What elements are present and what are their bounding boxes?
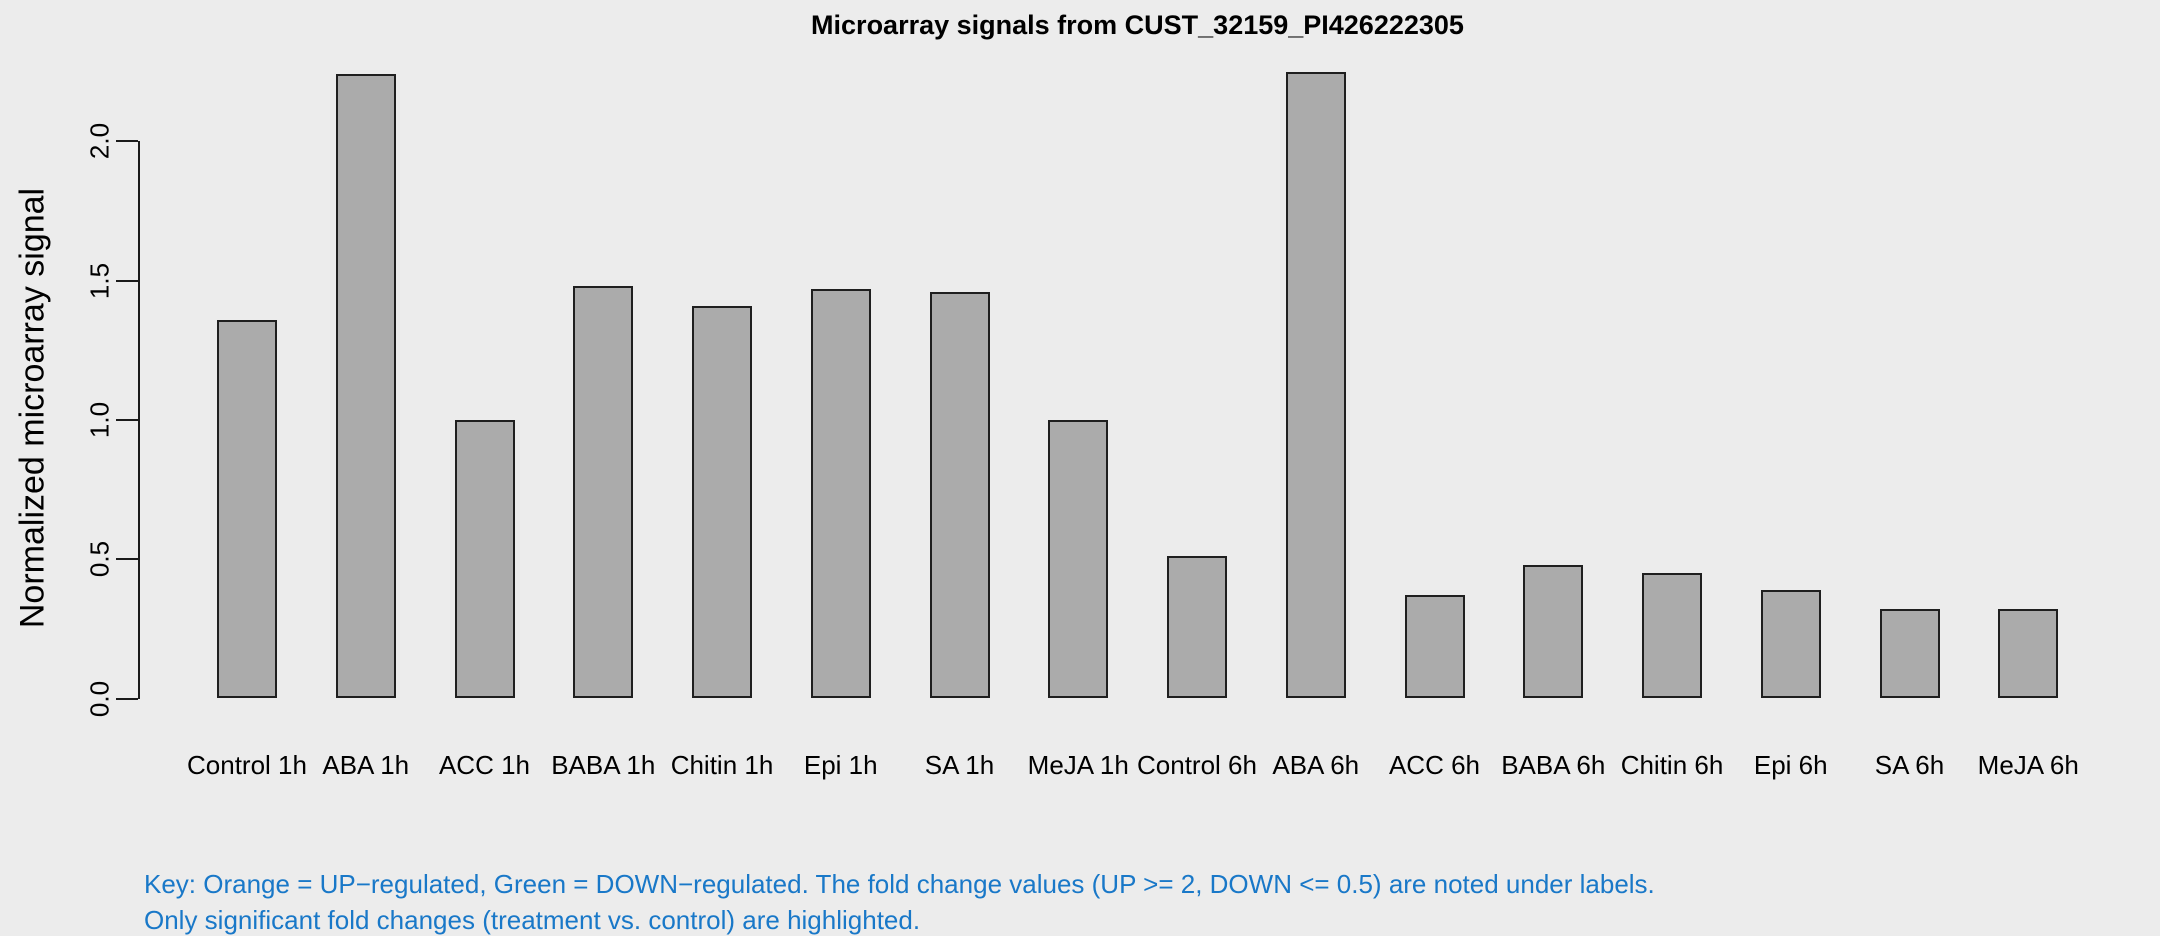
chart-title: Microarray signals from CUST_32159_PI426… xyxy=(811,10,1464,40)
x-label-meja-1h: MeJA 1h xyxy=(1027,750,1129,780)
key-line-1: Key: Orange = UP−regulated, Green = DOWN… xyxy=(144,869,1655,899)
bar-aba-6h xyxy=(1285,71,1346,699)
bar-aba-1h xyxy=(335,74,396,699)
bar-epi-1h xyxy=(810,288,871,699)
bar-epi-6h xyxy=(1760,589,1821,699)
x-label-aba-1h: ABA 1h xyxy=(322,750,410,780)
x-label-aba-6h: ABA 6h xyxy=(1272,750,1360,780)
x-label-control-6h: Control 6h xyxy=(1137,750,1257,780)
x-label-chitin-1h: Chitin 1h xyxy=(670,750,774,780)
x-label-meja-6h: MeJA 6h xyxy=(1977,750,2079,780)
bar-control-1h xyxy=(217,319,277,699)
x-label-sa-1h: SA 1h xyxy=(924,750,995,780)
y-tick-label-1.5: 1.5 xyxy=(84,262,115,299)
y-tick-label-0.5: 0.5 xyxy=(84,541,115,578)
bar-baba-1h xyxy=(573,286,634,699)
bar-baba-6h xyxy=(1523,564,1584,699)
bar-chitin-6h xyxy=(1642,573,1702,699)
y-tick-label-0.0: 0.0 xyxy=(84,680,115,717)
y-tick-mark-1.0 xyxy=(116,418,138,421)
y-axis-title-text: Normalized microarray signal xyxy=(13,187,52,629)
key-line-2: Only significant fold changes (treatment… xyxy=(144,905,921,935)
bar-meja-6h xyxy=(1998,609,2059,699)
y-tick-label-1.0: 1.0 xyxy=(84,401,115,438)
x-label-control-1h: Control 1h xyxy=(187,750,307,780)
bar-sa-1h xyxy=(929,291,990,699)
x-label-epi-1h: Epi 1h xyxy=(803,750,878,780)
x-label-chitin-6h: Chitin 6h xyxy=(1620,750,1724,780)
y-axis-line xyxy=(138,141,140,700)
bar-acc-6h xyxy=(1404,595,1465,699)
x-label-baba-6h: BABA 6h xyxy=(1501,750,1606,780)
key-footnote: Key: Orange = UP−regulated, Green = DOWN… xyxy=(144,866,1655,936)
y-tick-label-2.0: 2.0 xyxy=(84,123,115,160)
x-label-sa-6h: SA 6h xyxy=(1874,750,1945,780)
bar-chitin-1h xyxy=(692,305,752,699)
y-tick-mark-1.5 xyxy=(116,279,138,282)
x-label-acc-6h: ACC 6h xyxy=(1388,750,1481,780)
x-label-acc-1h: ACC 1h xyxy=(438,750,531,780)
y-tick-mark-2.0 xyxy=(116,140,138,143)
bar-meja-1h xyxy=(1048,419,1109,699)
bar-sa-6h xyxy=(1879,609,1940,699)
x-label-baba-1h: BABA 1h xyxy=(551,750,656,780)
y-tick-mark-0.0 xyxy=(116,697,138,700)
bar-control-6h xyxy=(1167,556,1227,699)
bar-acc-1h xyxy=(454,419,515,699)
x-label-epi-6h: Epi 6h xyxy=(1753,750,1828,780)
y-tick-mark-0.5 xyxy=(116,558,138,561)
